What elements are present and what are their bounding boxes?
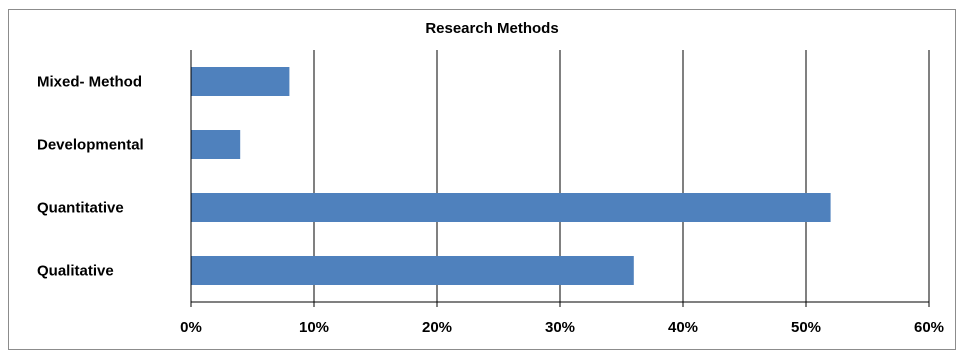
x-tick-label: 50%: [791, 319, 821, 336]
bar: [191, 193, 831, 222]
category-labels: Mixed- Method Developmental Quantitative Qu…: [37, 74, 144, 280]
x-tick-label: 60%: [914, 319, 944, 336]
category-label: Mixed- Method: [37, 74, 142, 91]
x-tick-label: 40%: [668, 319, 698, 336]
bar: [191, 130, 241, 159]
x-tick-label: 30%: [545, 319, 575, 336]
x-tick-label: 10%: [299, 319, 329, 336]
x-tick-labels: 0% 10% 20% 30% 40% 50% 60%: [180, 319, 944, 336]
category-label: Quantitative: [37, 200, 124, 217]
category-label: Qualitative: [37, 263, 114, 280]
bar: [191, 67, 290, 96]
chart-title: Research Methods: [425, 20, 558, 37]
x-tick-label: 0%: [180, 319, 202, 336]
category-label: Developmental: [37, 137, 144, 154]
bar: [191, 256, 634, 285]
chart-frame: [8, 9, 956, 350]
x-tick-label: 20%: [422, 319, 452, 336]
bars: [191, 67, 831, 285]
axes: [190, 50, 930, 307]
